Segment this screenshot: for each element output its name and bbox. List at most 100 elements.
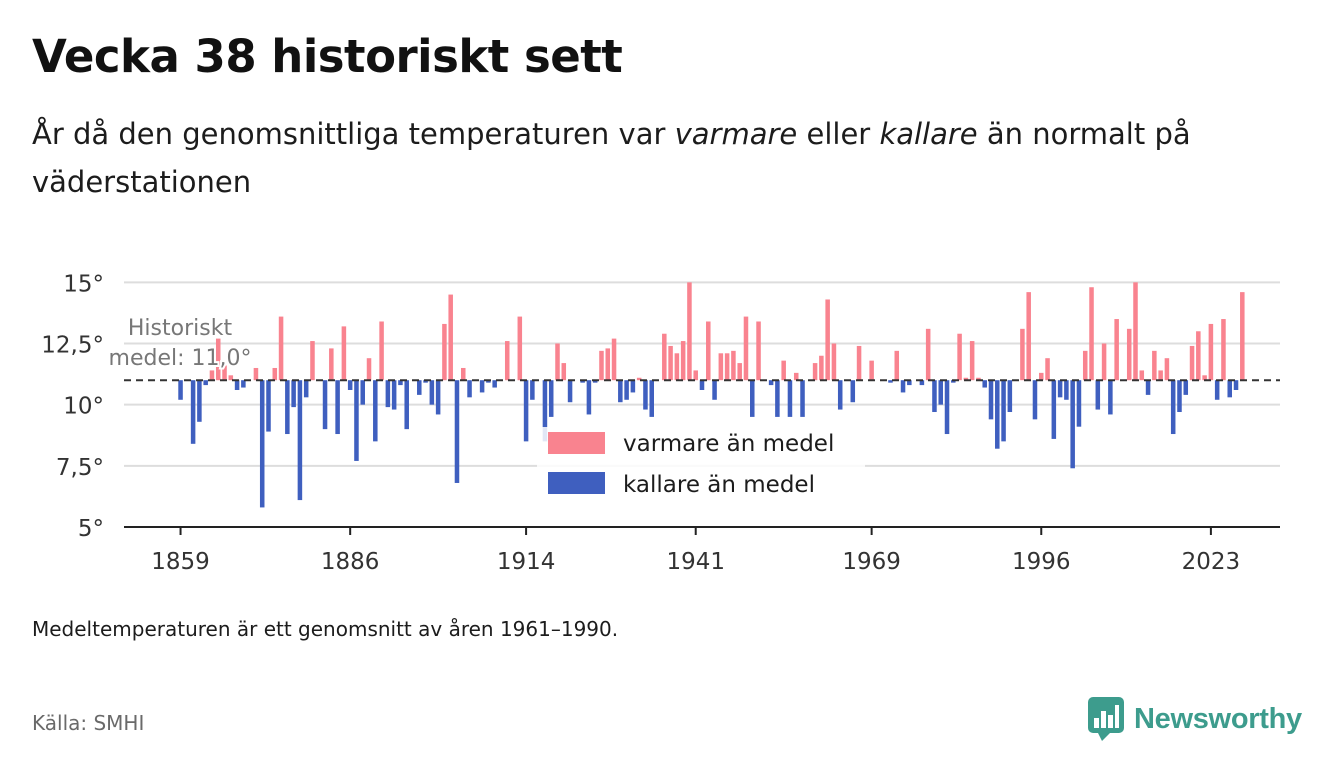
bar-cold <box>354 380 359 461</box>
bar-warm <box>662 333 667 381</box>
bar-warm <box>1026 292 1031 381</box>
x-tick-label: 1996 <box>1012 549 1071 575</box>
bar-warm <box>1164 358 1170 381</box>
bar-warm <box>329 348 334 381</box>
bar-warm <box>1020 328 1025 381</box>
bar-warm <box>222 365 227 381</box>
bar-cold <box>373 380 378 442</box>
y-axis-ticks: 5° 7,5° 10° 12,5° 15° <box>41 271 104 542</box>
bar-warm <box>215 338 221 381</box>
bar-cold <box>775 380 780 417</box>
bar-warm <box>504 341 510 381</box>
bar-warm <box>1221 319 1226 381</box>
bar-warm <box>687 282 692 381</box>
bar-cold <box>649 380 655 417</box>
page-title: Vecka 38 historiskt sett <box>32 30 623 83</box>
bar-warm <box>894 350 900 381</box>
bar-cold <box>1001 380 1006 442</box>
bar-cold <box>404 380 409 430</box>
newsworthy-logo: Newsworthy <box>1088 697 1302 741</box>
bar-cold <box>259 380 265 508</box>
bar-cold <box>1076 380 1082 427</box>
bar-warm <box>925 328 931 381</box>
bar-cold <box>241 380 246 388</box>
bar-chart-logo-icon <box>1088 697 1124 741</box>
bar-warm <box>442 323 447 381</box>
bar-cold <box>1051 380 1057 439</box>
x-tick-label: 1886 <box>321 549 380 575</box>
bar-cold <box>787 380 793 417</box>
temperature-bar-chart: 5° 7,5° 10° 12,5° 15° 1859 1886 1914 1941 1969 19… <box>41 271 1280 575</box>
bar-cold <box>988 380 994 420</box>
bar-warm <box>1202 375 1207 381</box>
bar-warm <box>611 338 617 381</box>
bar-cold <box>643 380 648 410</box>
bar-warm <box>825 299 830 381</box>
bar-cold <box>385 380 391 408</box>
bar-warm <box>731 350 736 381</box>
bar-cold <box>1183 380 1189 395</box>
bar-cold <box>580 380 585 383</box>
bar-cold <box>291 380 296 408</box>
bar-cold <box>467 380 472 398</box>
bar-warm <box>856 345 862 381</box>
bar-cold <box>1064 380 1069 400</box>
bar-warm <box>743 316 749 381</box>
bar-cold <box>1214 380 1220 400</box>
bar-cold <box>234 380 240 390</box>
subtitle-text-1: År då den genomsnittliga temperaturen va… <box>32 117 675 151</box>
bar-cold <box>486 380 491 383</box>
bar-cold <box>907 380 912 386</box>
bar-warm <box>1139 370 1145 381</box>
bar-warm <box>1240 292 1245 381</box>
bar-warm <box>737 363 742 381</box>
bar-warm <box>1196 331 1201 381</box>
bar-warm <box>517 316 523 381</box>
bar-cold <box>479 380 485 393</box>
x-tick-label: 1859 <box>151 549 210 575</box>
y-tick-label: 5° <box>78 516 104 542</box>
source-label: Källa: SMHI <box>32 711 145 735</box>
subtitle-text-2: eller <box>797 117 880 151</box>
bar-warm <box>1152 350 1157 381</box>
bar-cold <box>1177 380 1182 413</box>
bar-cold <box>888 380 893 383</box>
bar-cold <box>1070 380 1075 469</box>
legend-cold-label: kallare än medel <box>623 472 815 498</box>
bar-cold <box>178 380 183 400</box>
bar-cold <box>586 380 592 415</box>
bar-cold <box>297 380 303 501</box>
x-tick-label: 1969 <box>842 549 901 575</box>
bar-cold <box>850 380 856 403</box>
bar-cold <box>712 380 717 400</box>
bar-warm <box>341 326 347 381</box>
bar-warm <box>976 377 981 381</box>
bar-cold <box>203 380 208 386</box>
bar-cold <box>1108 380 1113 415</box>
bar-cold <box>454 380 460 483</box>
bar-warm <box>636 377 642 381</box>
bar-cold <box>624 380 629 400</box>
bar-cold <box>932 380 937 413</box>
bar-warm <box>1082 350 1088 381</box>
bar-cold <box>900 380 906 393</box>
bar-warm <box>448 294 453 381</box>
bar-warm <box>680 341 686 381</box>
bar-warm <box>793 372 799 381</box>
bar-warm <box>310 341 315 381</box>
subtitle-text-3: än normalt på väderstationen <box>32 117 1191 199</box>
y-tick-label: 7,5° <box>56 455 104 481</box>
brand-name: Newsworthy <box>1134 702 1302 735</box>
bar-warm <box>272 367 278 381</box>
bar-warm <box>969 341 975 381</box>
bar-warm <box>718 353 724 381</box>
bar-warm <box>1189 345 1195 381</box>
bar-warm <box>819 355 824 381</box>
bar-cold <box>492 380 497 388</box>
x-tick-label: 2023 <box>1182 549 1241 575</box>
legend-cold-swatch <box>548 472 605 494</box>
bar-cold <box>1233 380 1239 390</box>
subtitle: År då den genomsnittliga temperaturen va… <box>32 110 1282 206</box>
bar-cold <box>322 380 328 430</box>
bar-cold <box>995 380 1000 449</box>
